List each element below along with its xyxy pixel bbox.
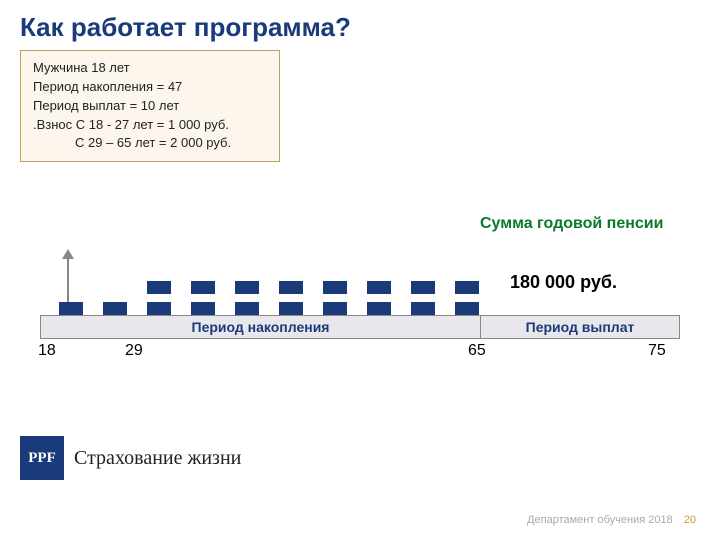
timeline: Период накопления Период выплат — [40, 315, 680, 339]
info-line: Период накопления = 47 — [33, 78, 267, 97]
axis-tick: 65 — [468, 342, 486, 360]
info-line: С 29 – 65 лет = 2 000 руб. — [33, 134, 267, 153]
bar-row2 — [235, 281, 259, 294]
pension-label: Сумма годовой пенсии — [480, 215, 663, 233]
page-number: 20 — [684, 514, 696, 526]
bar-row2 — [191, 281, 215, 294]
bar-row2 — [411, 281, 435, 294]
timeline-payout: Период выплат — [481, 316, 679, 338]
bar-row1 — [323, 302, 347, 315]
bar-row2 — [147, 281, 171, 294]
axis-tick: 18 — [38, 342, 56, 360]
axis-labels: 18 29 65 75 — [40, 342, 680, 362]
brand-logo: PPF Страхование жизни — [20, 436, 241, 480]
bar-row1 — [279, 302, 303, 315]
bar-row1 — [191, 302, 215, 315]
bar-row2 — [323, 281, 347, 294]
bar-row2 — [367, 281, 391, 294]
slide-title: Как работает программа? — [20, 12, 351, 43]
bar-row1 — [103, 302, 127, 315]
bar-row1 — [235, 302, 259, 315]
timeline-accumulation: Период накопления — [41, 316, 481, 338]
info-box: Мужчина 18 лет Период накопления = 47 Пе… — [20, 50, 280, 162]
bar-row1 — [59, 302, 83, 315]
bar-row1 — [411, 302, 435, 315]
bar-row1 — [367, 302, 391, 315]
bar-row1 — [455, 302, 479, 315]
info-line: .Взнос С 18 - 27 лет = 1 000 руб. — [33, 116, 267, 135]
bar-row2 — [455, 281, 479, 294]
axis-tick: 29 — [125, 342, 143, 360]
logo-badge: PPF — [20, 436, 64, 480]
logo-text: Страхование жизни — [74, 447, 241, 470]
info-line: Период выплат = 10 лет — [33, 97, 267, 116]
footer-dept: Департамент обучения 2018 — [527, 514, 673, 526]
contribution-chart — [55, 250, 675, 315]
footer: Департамент обучения 2018 20 — [527, 514, 696, 526]
bar-row1 — [147, 302, 171, 315]
bar-row2 — [279, 281, 303, 294]
axis-tick: 75 — [648, 342, 666, 360]
info-line: Мужчина 18 лет — [33, 59, 267, 78]
